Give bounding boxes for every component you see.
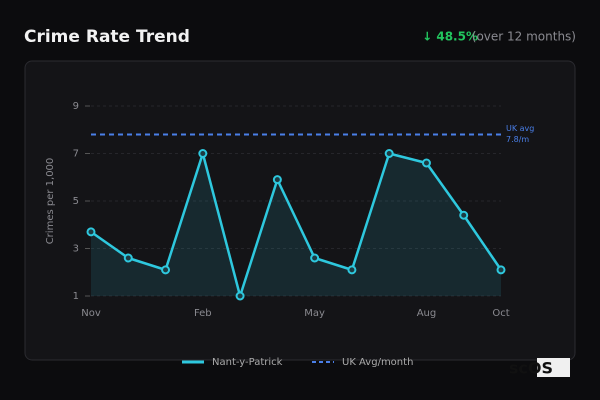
y-tick-label: 9 — [73, 101, 79, 112]
point — [123, 253, 133, 263]
reference-annotation: UK avg — [506, 124, 534, 133]
x-tick-label: Feb — [194, 308, 212, 319]
point — [496, 265, 506, 275]
title: Crime Rate Trend — [24, 27, 190, 47]
area — [91, 153, 501, 296]
legend-label: UK Avg/month — [342, 357, 413, 368]
point — [384, 149, 394, 158]
y-tick-label: 1 — [73, 291, 79, 302]
point — [421, 158, 431, 168]
point — [86, 227, 96, 237]
point — [459, 210, 469, 220]
y-tick-label: 5 — [73, 196, 79, 207]
logo: scOS — [509, 359, 553, 378]
change-note: (over 12 months) — [472, 30, 576, 44]
y-tick-label: 7 — [73, 149, 79, 160]
point — [198, 149, 208, 158]
point — [310, 253, 320, 263]
y-tick-label: 3 — [73, 244, 79, 255]
point — [272, 175, 282, 185]
point — [235, 291, 245, 301]
line — [90, 152, 503, 298]
reference-annotation: 7.8/m — [506, 135, 529, 144]
legend-label: Nant-y-Patrick — [212, 357, 283, 368]
point — [347, 265, 357, 275]
x-tick-label: May — [304, 308, 325, 319]
x-tick-label: Aug — [417, 308, 437, 319]
change-value: ↓ 48.5% — [422, 30, 478, 44]
x-tick-label: Nov — [81, 308, 101, 319]
card — [24, 60, 576, 361]
x-tick-label: Oct — [492, 308, 509, 319]
logo-box — [537, 358, 570, 377]
point — [161, 265, 171, 275]
y-axis-label: Crimes per 1,000 — [45, 158, 56, 245]
